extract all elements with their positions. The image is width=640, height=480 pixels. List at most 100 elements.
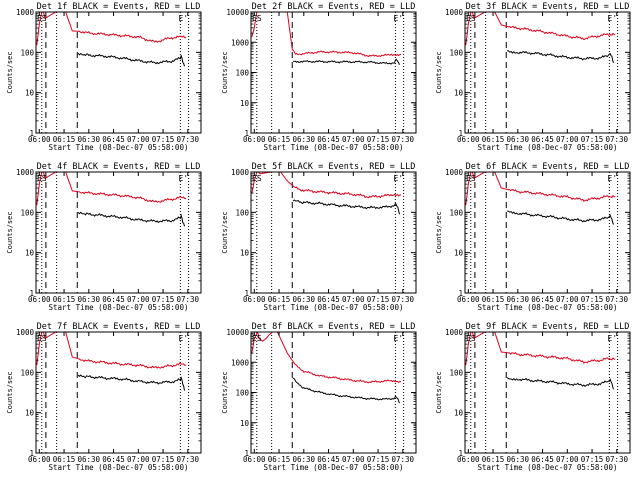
panel-title: Det 2f BLACK = Events, RED = LLD bbox=[252, 2, 416, 12]
x-tick-label: 06:30 bbox=[507, 135, 530, 144]
y-tick-label: 100 bbox=[235, 69, 249, 78]
corner-annotation-right: E' bbox=[179, 14, 189, 23]
corner-annotation-left: ES bbox=[466, 174, 476, 183]
plot-frame bbox=[250, 171, 417, 294]
y-tick-label: 100 bbox=[20, 368, 34, 377]
y-axis-label: Counts/sec bbox=[435, 211, 443, 253]
x-tick-label: 07:30 bbox=[392, 295, 415, 304]
corner-annotation-left: ES bbox=[37, 174, 47, 183]
panel-title: Det 1f BLACK = Events, RED = LLD bbox=[37, 2, 201, 12]
y-tick-label: 100 bbox=[449, 48, 463, 57]
panel-title: Det 8f BLACK = Events, RED = LLD bbox=[252, 322, 416, 332]
corner-annotation-right: E' bbox=[394, 14, 404, 23]
y-axis-label: Counts/sec bbox=[6, 51, 14, 93]
y-tick-label: 1000 bbox=[231, 168, 250, 177]
plot-frame bbox=[464, 171, 631, 294]
x-tick-label: 07:30 bbox=[392, 455, 415, 464]
y-tick-label: 100 bbox=[20, 208, 34, 217]
y-tick-label: 1000 bbox=[445, 328, 464, 337]
x-tick-label: 07:00 bbox=[342, 135, 365, 144]
x-tick-label: 07:00 bbox=[556, 135, 579, 144]
x-tick-label: 06:15 bbox=[53, 135, 76, 144]
plot-frame bbox=[35, 171, 202, 294]
plot-frame bbox=[250, 11, 417, 134]
plot-frame bbox=[464, 11, 631, 134]
y-tick-label: 1 bbox=[244, 289, 249, 298]
y-tick-label: 1 bbox=[244, 129, 249, 138]
x-axis-label: Start Time (08-Dec-07 05:58:00) bbox=[264, 303, 404, 312]
panel-title: Det 5f BLACK = Events, RED = LLD bbox=[252, 162, 416, 172]
x-tick-label: 06:30 bbox=[293, 135, 316, 144]
panel-title: Det 4f BLACK = Events, RED = LLD bbox=[37, 162, 201, 172]
series-events bbox=[77, 211, 185, 227]
corner-annotation-left: ES bbox=[37, 14, 47, 23]
x-tick-label: 07:15 bbox=[367, 295, 390, 304]
series-events bbox=[77, 52, 185, 67]
x-tick-label: 06:45 bbox=[102, 135, 125, 144]
y-tick-label: 1 bbox=[458, 449, 463, 458]
x-tick-label: 07:15 bbox=[367, 135, 390, 144]
y-tick-label: 1 bbox=[458, 289, 463, 298]
x-tick-label: 06:00 bbox=[243, 295, 266, 304]
y-axis-label: Counts/sec bbox=[221, 51, 229, 93]
x-tick-label: 07:15 bbox=[581, 135, 604, 144]
x-tick-label: 06:30 bbox=[507, 455, 530, 464]
series-events bbox=[507, 50, 614, 63]
y-tick-label: 1 bbox=[244, 449, 249, 458]
y-tick-label: 100 bbox=[449, 208, 463, 217]
x-tick-label: 06:30 bbox=[78, 455, 101, 464]
x-tick-label: 06:45 bbox=[317, 295, 340, 304]
x-axis-label: Start Time (08-Dec-07 05:58:00) bbox=[49, 143, 189, 152]
x-tick-label: 06:15 bbox=[53, 295, 76, 304]
x-tick-label: 07:30 bbox=[606, 455, 629, 464]
y-tick-label: 10000 bbox=[226, 8, 249, 17]
x-tick-label: 07:00 bbox=[556, 455, 579, 464]
x-tick-label: 06:30 bbox=[78, 135, 101, 144]
y-tick-label: 10 bbox=[454, 409, 464, 418]
x-tick-label: 07:00 bbox=[342, 455, 365, 464]
series-lld bbox=[465, 12, 616, 46]
x-tick-label: 06:15 bbox=[53, 455, 76, 464]
x-axis-label: Start Time (08-Dec-07 05:58:00) bbox=[478, 303, 618, 312]
y-tick-label: 10 bbox=[25, 249, 35, 258]
y-tick-label: 10000 bbox=[226, 328, 249, 337]
series-events bbox=[506, 377, 614, 390]
y-tick-label: 1 bbox=[29, 449, 34, 458]
series-events bbox=[77, 374, 185, 391]
series-events bbox=[292, 377, 400, 404]
y-tick-label: 100 bbox=[449, 368, 463, 377]
y-tick-label: 10 bbox=[454, 89, 464, 98]
y-tick-label: 1000 bbox=[16, 168, 35, 177]
series-lld bbox=[36, 332, 187, 369]
corner-annotation-right: E' bbox=[394, 174, 404, 183]
x-tick-label: 06:30 bbox=[507, 295, 530, 304]
x-tick-label: 07:30 bbox=[177, 455, 200, 464]
series-lld bbox=[465, 332, 616, 366]
x-tick-label: 07:30 bbox=[606, 295, 629, 304]
y-tick-label: 1000 bbox=[16, 8, 35, 17]
x-tick-label: 06:45 bbox=[531, 455, 554, 464]
y-axis-label: Counts/sec bbox=[221, 371, 229, 413]
x-tick-label: 06:45 bbox=[102, 455, 125, 464]
x-tick-label: 06:45 bbox=[102, 295, 125, 304]
y-tick-label: 1 bbox=[458, 129, 463, 138]
series-lld bbox=[36, 12, 187, 46]
x-tick-label: 07:00 bbox=[342, 295, 365, 304]
y-tick-label: 10 bbox=[240, 99, 250, 108]
x-tick-label: 07:30 bbox=[606, 135, 629, 144]
corner-annotation-right: E' bbox=[608, 174, 618, 183]
x-tick-label: 06:45 bbox=[531, 295, 554, 304]
x-tick-label: 07:15 bbox=[152, 295, 175, 304]
plot-frame bbox=[464, 331, 631, 454]
x-tick-label: 06:45 bbox=[317, 135, 340, 144]
corner-annotation-left: ES bbox=[252, 14, 262, 23]
y-tick-label: 1 bbox=[29, 289, 34, 298]
x-tick-label: 06:30 bbox=[293, 295, 316, 304]
